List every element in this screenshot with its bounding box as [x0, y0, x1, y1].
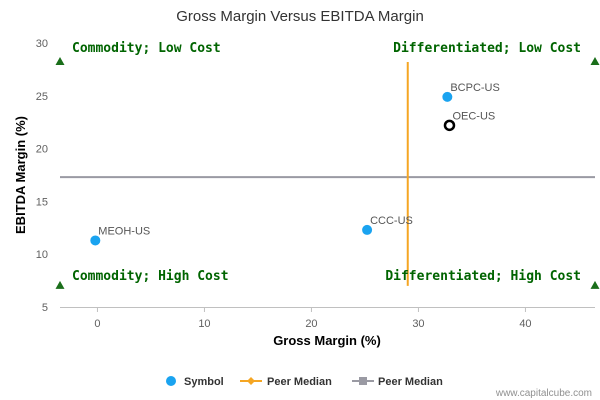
x-tick-label: 40	[519, 318, 531, 330]
data-point-bcpc-us[interactable]	[442, 91, 453, 102]
quadrant-triangle-marker	[590, 57, 600, 66]
plot-area: 0 10 20 30 40 5 10 15 20 25 30 Commodity; Low Cos…	[36, 38, 600, 330]
y-axis-title: EBITDA Margin (%)	[13, 116, 28, 234]
legend-item-symbol[interactable]: Symbol	[166, 376, 224, 388]
data-point-label-ccc-us: CCC-US	[370, 215, 413, 227]
legend-symbol-marker	[166, 376, 176, 386]
data-point-label-oec-us: OEC-US	[452, 110, 495, 122]
data-point-meoh-us[interactable]	[90, 235, 101, 246]
credit-text: www.capitalcube.com	[495, 388, 592, 399]
x-axis-title: Gross Margin (%)	[273, 333, 381, 348]
peer-median-lines	[60, 62, 595, 286]
x-tick-label: 20	[305, 318, 317, 330]
x-tick-label: 30	[412, 318, 424, 330]
data-point-label-meoh-us: MEOH-US	[98, 225, 150, 237]
x-tick-label: 0	[94, 318, 100, 330]
legend-peer-median-horizontal-marker	[359, 377, 367, 385]
x-tick-label: 10	[198, 318, 210, 330]
y-tick-label: 15	[36, 196, 48, 208]
quadrant-labels: Commodity; Low Cost Differentiated; Low C…	[72, 41, 581, 284]
y-tick-label: 25	[36, 91, 48, 103]
legend-peer-median-vertical-marker	[247, 377, 255, 385]
y-tick-label: 10	[36, 249, 48, 261]
quadrant-label-top-left: Commodity; Low Cost	[72, 41, 221, 56]
legend: Symbol Peer Median Peer Median	[166, 376, 443, 388]
legend-item-peer-median-horizontal[interactable]: Peer Median	[352, 376, 443, 388]
legend-peer-median-horizontal-label: Peer Median	[378, 376, 443, 388]
y-tick-label: 5	[42, 302, 48, 314]
data-point-ccc-us[interactable]	[362, 224, 373, 235]
y-tick-label: 30	[36, 38, 48, 50]
x-axis-ticks: 0 10 20 30 40	[94, 307, 532, 330]
quadrant-label-bottom-left: Commodity; High Cost	[72, 269, 229, 284]
quadrant-label-top-right: Differentiated; Low Cost	[393, 41, 581, 56]
data-point-label-bcpc-us: BCPC-US	[450, 82, 500, 94]
y-tick-label: 20	[36, 144, 48, 156]
data-points: BCPC-US OEC-US CCC-US MEOH-US	[90, 82, 500, 246]
quadrant-triangle-marker	[55, 280, 65, 289]
legend-symbol-label: Symbol	[184, 376, 224, 388]
quadrant-triangle-marker	[590, 280, 600, 289]
quadrant-triangle-marker	[55, 57, 65, 66]
chart-title: Gross Margin Versus EBITDA Margin	[176, 8, 424, 25]
legend-item-peer-median-vertical[interactable]: Peer Median	[240, 376, 332, 388]
data-point-oec-us[interactable]	[443, 119, 456, 132]
legend-peer-median-vertical-label: Peer Median	[267, 376, 332, 388]
y-axis-ticks: 5 10 15 20 25 30	[36, 38, 48, 314]
quadrant-markers	[55, 57, 600, 289]
quadrant-label-bottom-right: Differentiated; High Cost	[385, 269, 581, 284]
